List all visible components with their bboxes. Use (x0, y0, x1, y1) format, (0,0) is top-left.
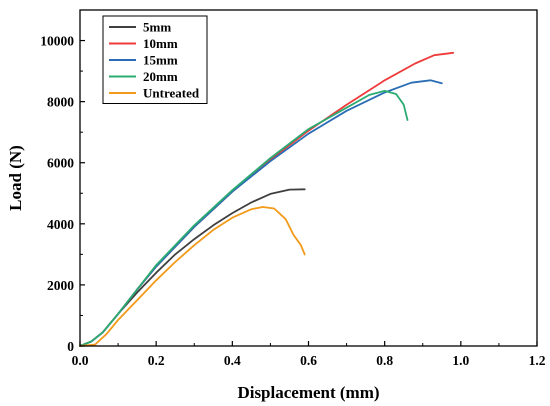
legend-label-15mm: 15mm (143, 53, 178, 68)
x-tick-label: 0.8 (376, 353, 393, 368)
series-line-untreated (79, 206, 306, 347)
x-tick-label: 1.0 (452, 353, 469, 368)
x-tick-label: 0.0 (72, 353, 89, 368)
y-tick-label: 8000 (47, 95, 74, 110)
x-axis-title: Displacement (mm) (237, 383, 379, 402)
series-layer (79, 51, 455, 347)
series-line-15mm (79, 79, 443, 347)
y-tick-label: 4000 (47, 217, 74, 232)
y-tick-label: 6000 (47, 156, 74, 171)
x-tick-label: 0.6 (300, 353, 317, 368)
ticks-layer: 0.0 0.2 0.4 0.6 0.8 1.0 1.2 0 2000 4000 6000 8000 10… (40, 9, 546, 368)
x-tick-label: 0.4 (224, 353, 241, 368)
legend-label-20mm: 20mm (143, 69, 178, 84)
y-tick-label: 0 (67, 339, 74, 354)
series-line-5mm (79, 188, 306, 347)
legend-label-untreated: Untreated (143, 86, 200, 101)
x-tick-label: 0.2 (148, 353, 165, 368)
y-tick-label: 2000 (47, 278, 74, 293)
y-axis-title: Load (N) (6, 145, 25, 211)
x-tick-label: 1.2 (529, 353, 546, 368)
legend-label-10mm: 10mm (143, 36, 178, 51)
y-tick-label: 10000 (40, 34, 74, 49)
legend-label-5mm: 5mm (143, 20, 171, 35)
series-line-20mm (79, 90, 409, 347)
